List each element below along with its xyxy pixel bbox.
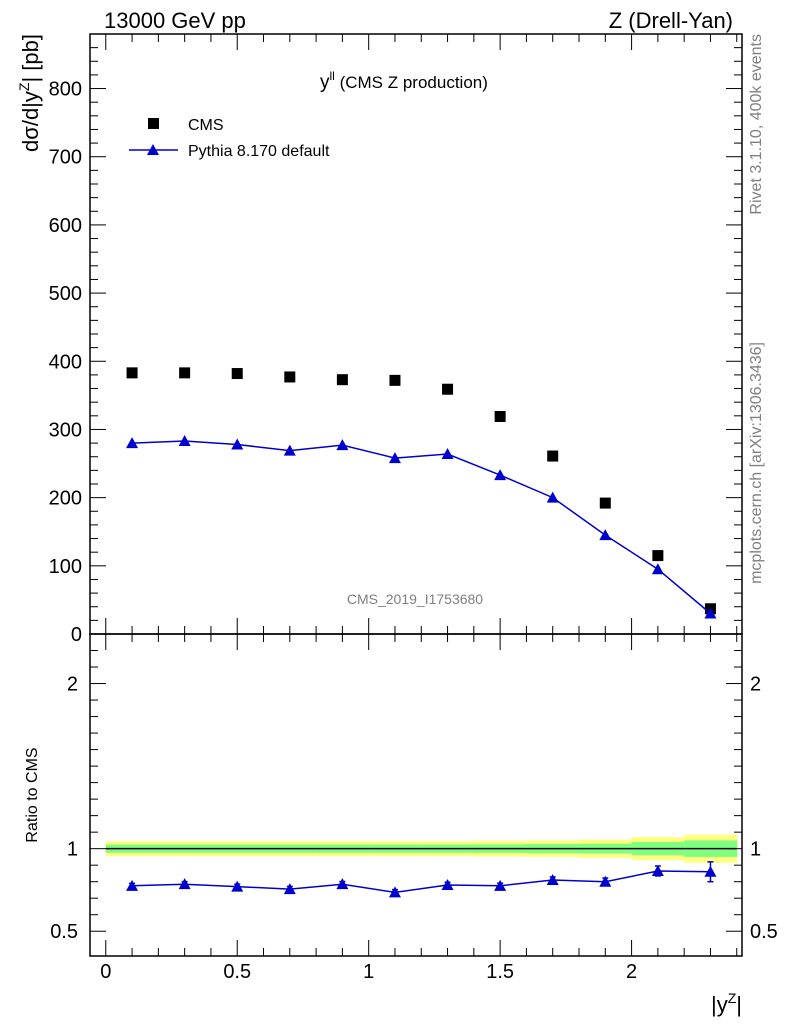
ratio-pythia-point bbox=[651, 864, 664, 876]
main-ytick-label: 500 bbox=[49, 283, 82, 305]
ratio-ytick-label-right: 2 bbox=[750, 674, 761, 696]
main-ytick-label: 600 bbox=[49, 215, 82, 237]
ratio-ylabel: Ratio to CMS bbox=[24, 747, 41, 842]
pythia-point bbox=[178, 435, 191, 447]
main-ytick-label: 800 bbox=[49, 79, 82, 101]
ratio-ytick-label-right: 0.5 bbox=[750, 921, 778, 943]
legend-mc-marker bbox=[147, 144, 159, 155]
main-ylabel-main: dσ/d|y bbox=[18, 91, 43, 152]
cms-point bbox=[599, 497, 611, 509]
watermark: CMS_2019_I1753680 bbox=[347, 591, 483, 607]
ratio-pythia-point bbox=[178, 878, 191, 890]
cms-point bbox=[442, 383, 454, 395]
main-ylabel-sup: Z bbox=[16, 82, 32, 91]
pythia-point bbox=[651, 563, 664, 575]
main-title-sup: ll bbox=[330, 69, 335, 83]
ratio-pythia-point bbox=[283, 883, 296, 895]
ratio-ytick-label-left: 2 bbox=[67, 674, 78, 696]
ratio-pythia-point bbox=[546, 874, 559, 886]
mcplots-label: mcplots.cern.ch [arXiv:1306.3436] bbox=[748, 342, 765, 584]
main-marks bbox=[126, 367, 717, 619]
ratio-xtick-label: 2 bbox=[626, 961, 637, 983]
ratio-pythia-point bbox=[599, 875, 612, 887]
main-plot-title: yll (CMS Z production) bbox=[320, 69, 488, 93]
cms-point bbox=[494, 411, 506, 422]
rivet-label: Rivet 3.1.10, 400k events bbox=[748, 34, 765, 215]
ratio-xlabel-sup: Z bbox=[728, 990, 737, 1006]
header-right: Z (Drell-Yan) bbox=[609, 8, 733, 33]
cms-point bbox=[284, 371, 296, 383]
main-ytick-label: 400 bbox=[49, 351, 82, 373]
ratio-xlabel-rest: | bbox=[736, 992, 742, 1017]
ratio-pythia-point bbox=[126, 879, 139, 891]
ratio-xlabel-main: |y bbox=[711, 992, 728, 1017]
legend-mc-label: Pythia 8.170 default bbox=[188, 143, 330, 160]
ratio-pythia-point bbox=[388, 886, 401, 898]
pythia-point bbox=[546, 491, 559, 503]
pythia-point bbox=[388, 452, 401, 464]
ratio-pythia-point bbox=[441, 878, 454, 890]
main-title-rest: (CMS Z production) bbox=[335, 73, 488, 92]
ratio-pythia-point bbox=[494, 879, 507, 891]
ratio-frame bbox=[89, 633, 743, 957]
legend-cms-label: CMS bbox=[188, 117, 224, 134]
main-ytick-label: 300 bbox=[49, 419, 82, 441]
ratio-pythia-point bbox=[336, 878, 349, 890]
pythia-line bbox=[132, 440, 711, 615]
ratio-panel: 0 0.5 1 1.5 2 0.5 0.5 1 1 2 2 Ratio to CMS |yZ| bbox=[24, 633, 778, 1017]
main-ytick-label: 0 bbox=[71, 624, 82, 646]
main-ticks: 0 100 200 300 400 500 600 700 800 bbox=[49, 33, 742, 646]
cms-point bbox=[179, 367, 191, 379]
main-ytick-label: 100 bbox=[49, 556, 82, 578]
ratio-pythia-point bbox=[704, 865, 717, 877]
pythia-point bbox=[336, 439, 349, 451]
header-left: 13000 GeV pp bbox=[104, 8, 246, 33]
ratio-xtick-label: 0 bbox=[100, 961, 111, 983]
pythia-point bbox=[704, 607, 717, 619]
cms-point bbox=[547, 450, 559, 462]
ratio-marks bbox=[126, 861, 717, 898]
ratio-ticks: 0 0.5 1 1.5 2 0.5 0.5 1 1 2 2 bbox=[50, 634, 778, 983]
ratio-ytick-label-left: 1 bbox=[67, 839, 78, 861]
cms-point bbox=[126, 367, 138, 379]
ratio-pythia-line bbox=[132, 870, 711, 894]
legend: CMS Pythia 8.170 default bbox=[129, 117, 330, 160]
ratio-pythia-point bbox=[231, 880, 244, 892]
ratio-ytick-label-left: 0.5 bbox=[50, 921, 78, 943]
pythia-point bbox=[126, 437, 139, 449]
cms-point bbox=[336, 374, 348, 386]
ratio-xtick-label: 1 bbox=[363, 961, 374, 983]
main-panel: 0 100 200 300 400 500 600 700 800 yll (CMS Z pro… bbox=[16, 33, 743, 646]
cms-point bbox=[652, 550, 664, 562]
main-ylabel-rest: | [pb] bbox=[18, 34, 43, 83]
main-title-y: y bbox=[320, 72, 330, 93]
main-ylabel: dσ/d|yZ| [pb] bbox=[16, 34, 43, 152]
legend-cms-marker bbox=[148, 118, 159, 129]
pythia-point bbox=[599, 529, 612, 541]
cms-point bbox=[231, 368, 243, 380]
ratio-xlabel: |yZ| bbox=[711, 990, 742, 1017]
main-ytick-label: 700 bbox=[49, 147, 82, 169]
ratio-ytick-label-right: 1 bbox=[750, 839, 761, 861]
ratio-xtick-label: 0.5 bbox=[223, 961, 251, 983]
ratio-band bbox=[105, 834, 738, 863]
cms-point bbox=[389, 374, 401, 386]
pythia-point bbox=[283, 444, 296, 456]
pythia-point bbox=[231, 438, 244, 450]
ratio-xtick-label: 1.5 bbox=[486, 961, 514, 983]
pythia-point bbox=[494, 469, 507, 481]
pythia-point bbox=[441, 448, 454, 459]
main-ytick-label: 200 bbox=[49, 488, 82, 510]
